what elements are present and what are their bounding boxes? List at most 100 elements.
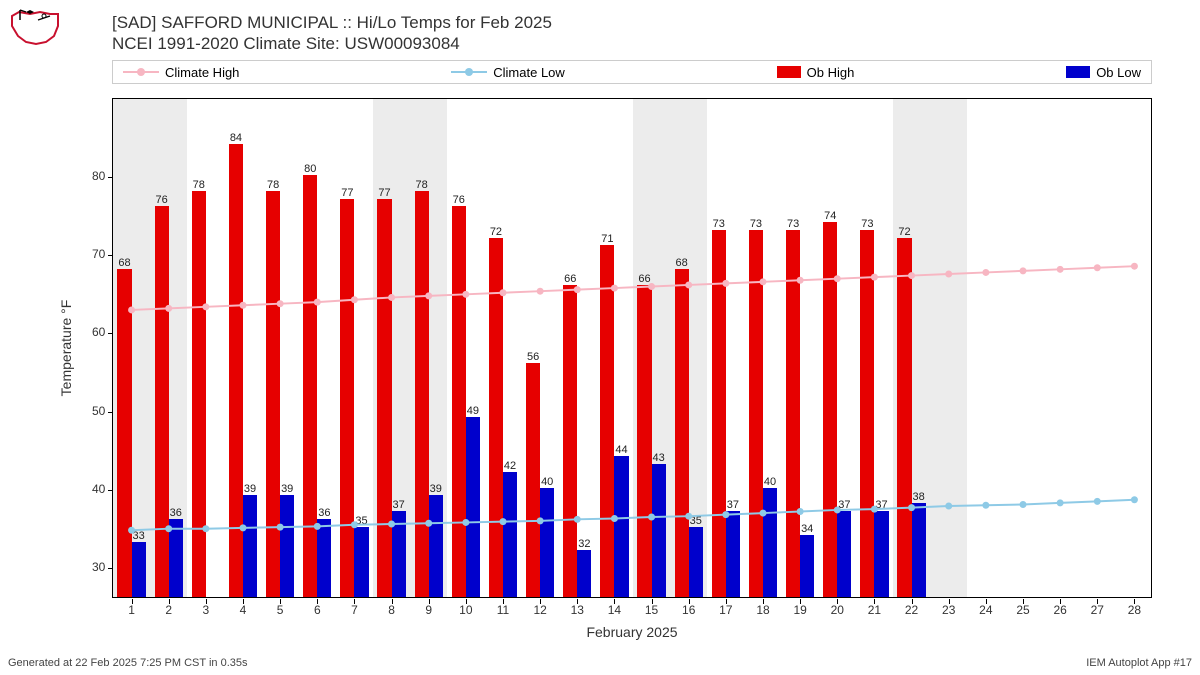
ob-high-bar bbox=[786, 230, 800, 597]
ytick-mark bbox=[108, 568, 113, 569]
ob-low-bar-label: 32 bbox=[578, 538, 590, 550]
ob-low-bar bbox=[317, 519, 331, 597]
ob-high-bar-label: 56 bbox=[527, 351, 539, 363]
ob-high-bar bbox=[340, 199, 354, 597]
ytick-mark bbox=[108, 177, 113, 178]
ob-high-bar-label: 72 bbox=[490, 226, 502, 238]
ob-low-bar-label: 38 bbox=[913, 491, 925, 503]
ytick-mark bbox=[108, 333, 113, 334]
ob-high-bar bbox=[897, 238, 911, 597]
xtick-label: 18 bbox=[756, 603, 769, 617]
ob-high-bar bbox=[377, 199, 391, 597]
ob-high-bar-label: 78 bbox=[416, 179, 428, 191]
ob-low-bar-label: 42 bbox=[504, 460, 516, 472]
xtick-label: 9 bbox=[425, 603, 432, 617]
xtick-label: 15 bbox=[645, 603, 658, 617]
ob-high-bar-label: 76 bbox=[156, 194, 168, 206]
ob-low-bar-label: 49 bbox=[467, 405, 479, 417]
ob-low-bar bbox=[652, 464, 666, 597]
xtick-label: 13 bbox=[571, 603, 584, 617]
ob-high-bar bbox=[712, 230, 726, 597]
ob-low-bar-label: 37 bbox=[838, 499, 850, 511]
xtick-label: 2 bbox=[165, 603, 172, 617]
legend-label: Climate High bbox=[165, 65, 239, 80]
ytick-label: 40 bbox=[92, 482, 105, 496]
ytick-mark bbox=[108, 255, 113, 256]
xtick-label: 14 bbox=[608, 603, 621, 617]
xtick-label: 17 bbox=[719, 603, 732, 617]
ob-low-bar bbox=[763, 488, 777, 597]
legend-label: Ob High bbox=[807, 65, 855, 80]
ytick-label: 50 bbox=[92, 404, 105, 418]
ytick-label: 60 bbox=[92, 325, 105, 339]
xtick-label: 22 bbox=[905, 603, 918, 617]
ob-low-bar bbox=[280, 495, 294, 597]
ob-low-bar-label: 36 bbox=[318, 507, 330, 519]
legend-climate-high: Climate High bbox=[123, 65, 239, 80]
xtick-label: 16 bbox=[682, 603, 695, 617]
ob-high-bar bbox=[192, 191, 206, 597]
ob-high-bar bbox=[637, 285, 651, 598]
xtick-label: 4 bbox=[240, 603, 247, 617]
x-axis-label: February 2025 bbox=[112, 624, 1152, 640]
ytick-mark bbox=[108, 490, 113, 491]
xtick-label: 11 bbox=[497, 603, 509, 617]
xtick-label: 5 bbox=[277, 603, 284, 617]
ob-low-bar bbox=[392, 511, 406, 597]
ob-high-bar-label: 80 bbox=[304, 163, 316, 175]
ob-high-bar-label: 73 bbox=[861, 218, 873, 230]
xtick-label: 25 bbox=[1016, 603, 1029, 617]
ob-high-bar-label: 76 bbox=[453, 194, 465, 206]
xtick-label: 26 bbox=[1053, 603, 1066, 617]
ob-low-bar bbox=[726, 511, 740, 597]
ob-low-bar-label: 39 bbox=[430, 483, 442, 495]
climate-low-sample bbox=[451, 67, 487, 77]
xtick-label: 20 bbox=[831, 603, 844, 617]
legend-label: Ob Low bbox=[1096, 65, 1141, 80]
ob-high-bar bbox=[489, 238, 503, 597]
ob-low-bar-label: 34 bbox=[801, 523, 813, 535]
ob-high-bar bbox=[155, 206, 169, 597]
ob-low-bar bbox=[614, 456, 628, 597]
xtick-label: 7 bbox=[351, 603, 358, 617]
ob-high-bar bbox=[860, 230, 874, 597]
ob-high-bar bbox=[526, 363, 540, 597]
ob-high-bar-label: 71 bbox=[601, 233, 613, 245]
footer-generated: Generated at 22 Feb 2025 7:25 PM CST in … bbox=[8, 657, 248, 669]
ob-high-bar-label: 77 bbox=[378, 187, 390, 199]
ob-low-bar bbox=[466, 417, 480, 597]
ob-low-bar bbox=[800, 535, 814, 598]
xtick-label: 21 bbox=[868, 603, 881, 617]
ob-high-bar-label: 68 bbox=[676, 257, 688, 269]
xtick-label: 28 bbox=[1128, 603, 1141, 617]
ob-high-bar-label: 66 bbox=[564, 273, 576, 285]
ob-low-bar-label: 35 bbox=[690, 515, 702, 527]
ob-low-bar-label: 37 bbox=[727, 499, 739, 511]
ob-low-bar-label: 37 bbox=[875, 499, 887, 511]
ob-low-bar bbox=[540, 488, 554, 597]
ob-low-bar bbox=[912, 503, 926, 597]
ob-high-bar bbox=[452, 206, 466, 597]
ob-low-bar bbox=[503, 472, 517, 597]
ob-high-bar-label: 77 bbox=[341, 187, 353, 199]
ob-high-bar-label: 73 bbox=[750, 218, 762, 230]
ob-low-bar-label: 36 bbox=[170, 507, 182, 519]
ob-high-bar bbox=[823, 222, 837, 597]
ob-low-bar bbox=[132, 542, 146, 597]
ob-high-bar-label: 66 bbox=[638, 273, 650, 285]
ob-low-bar-label: 37 bbox=[393, 499, 405, 511]
ob-high-sample bbox=[777, 66, 801, 78]
ob-high-bar-label: 68 bbox=[118, 257, 130, 269]
legend: Climate High Climate Low Ob High Ob Low bbox=[112, 60, 1152, 84]
xtick-label: 12 bbox=[533, 603, 546, 617]
ob-low-bar-label: 39 bbox=[244, 483, 256, 495]
ob-low-sample bbox=[1066, 66, 1090, 78]
xtick-label: 6 bbox=[314, 603, 321, 617]
ob-high-bar bbox=[600, 245, 614, 597]
xtick-label: 8 bbox=[388, 603, 395, 617]
ytick-mark bbox=[108, 412, 113, 413]
ob-high-bar bbox=[303, 175, 317, 597]
ob-low-bar-label: 44 bbox=[615, 444, 627, 456]
ob-low-bar bbox=[354, 527, 368, 597]
ob-low-bar bbox=[169, 519, 183, 597]
